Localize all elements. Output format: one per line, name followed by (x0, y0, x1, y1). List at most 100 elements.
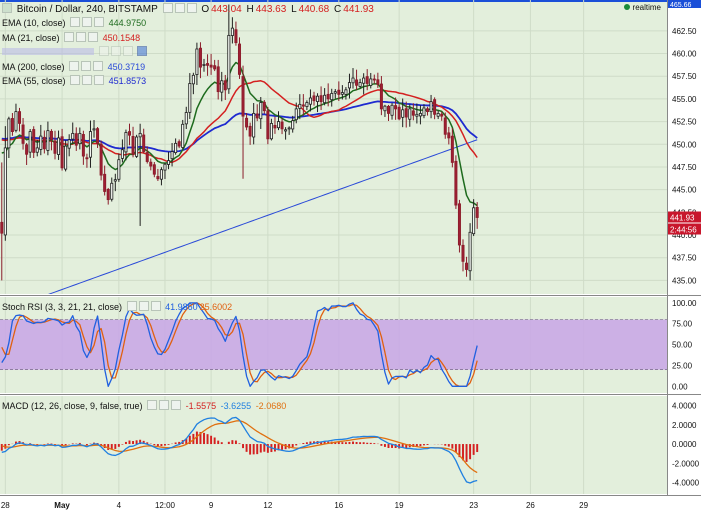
settings-icon[interactable] (81, 61, 92, 71)
candle-body (305, 102, 309, 107)
eye-toggle-icon[interactable] (70, 17, 81, 27)
candle-body (344, 89, 348, 95)
close-icon[interactable] (122, 46, 133, 56)
eye-toggle-icon[interactable] (126, 301, 137, 311)
legend-ma21-value: 450.1548 (102, 33, 141, 43)
eye-toggle-icon[interactable] (69, 61, 80, 71)
candle-body (145, 152, 149, 162)
time-tick-label: 28 (1, 501, 10, 510)
legend-hidden-indicator[interactable] (2, 46, 149, 58)
close-icon[interactable] (186, 3, 197, 13)
candle-body (195, 48, 199, 75)
candle-body (376, 79, 380, 85)
candle-body (404, 108, 408, 118)
ohlc-close-value: 441.93 (343, 4, 374, 15)
candle-body (67, 139, 71, 149)
stoch-rsi-d-value: 25.6002 (199, 302, 233, 312)
candle-body (184, 112, 188, 125)
candle-body (209, 64, 213, 68)
candle-body (57, 137, 61, 155)
candle-body (394, 105, 398, 110)
settings-icon[interactable] (159, 400, 170, 410)
candle-body (227, 34, 231, 90)
macd-line (1, 416, 478, 484)
legend-ma21-name: MA (21, close) (2, 33, 60, 43)
legend-stoch-rsi[interactable]: Stoch RSI (3, 3, 21, 21, close) 41.9860 2… (2, 301, 234, 313)
candle-body (135, 136, 139, 157)
settings-icon[interactable] (76, 32, 87, 42)
rsi-band (0, 319, 667, 370)
time-tick-label: 29 (579, 501, 588, 510)
candle-body (149, 161, 153, 167)
stoch-rsi-name: Stoch RSI (3, 3, 21, 21, close) (2, 302, 123, 312)
candle-body (340, 92, 344, 95)
candle-body (475, 207, 479, 218)
candle-body (88, 131, 92, 158)
candle-body (159, 169, 163, 180)
settings-icon[interactable] (138, 301, 149, 311)
candle-body (379, 83, 383, 110)
candle-body (71, 132, 75, 140)
eye-toggle-icon[interactable] (70, 75, 81, 85)
close-icon[interactable] (88, 32, 99, 42)
candle-body (262, 101, 266, 112)
legend-ema55[interactable]: EMA (55, close) 451.8573 (2, 75, 148, 87)
close-icon[interactable] (93, 61, 104, 71)
settings-icon[interactable] (110, 46, 121, 56)
ohlc-high-key: H (246, 4, 254, 15)
settings-icon[interactable] (82, 75, 93, 85)
price-tick-label: 440.00 (672, 231, 697, 240)
ohlc-open-value: 443.04 (211, 4, 242, 15)
legend-ma200-name: MA (200, close) (2, 62, 65, 72)
legend-ma200[interactable]: MA (200, close) 450.3719 (2, 61, 147, 73)
candle-body (287, 127, 291, 130)
close-icon[interactable] (94, 17, 105, 27)
candle-body (163, 163, 167, 171)
price-tick-label: 457.50 (672, 72, 697, 81)
candle-body (198, 47, 202, 68)
price-axis-bg (667, 0, 701, 512)
close-icon[interactable] (94, 75, 105, 85)
eye-toggle-icon[interactable] (98, 46, 109, 56)
candle-body (319, 95, 323, 103)
rsi-tick-label: 75.00 (672, 320, 693, 329)
legend-ema10[interactable]: EMA (10, close) 444.9750 (2, 17, 148, 29)
stoch-rsi-k-value: 41.9860 (165, 302, 198, 312)
candle-body (422, 107, 426, 117)
settings-icon[interactable] (82, 17, 93, 27)
settings-icon[interactable] (174, 3, 185, 13)
visibility-on-icon[interactable] (137, 46, 148, 56)
candle-body (450, 135, 454, 163)
top-price-badge (668, 0, 701, 8)
candle-body (0, 221, 4, 234)
legend-macd[interactable]: MACD (12, 26, close, 9, false, true) -1.… (2, 400, 288, 412)
symbol-icon[interactable] (2, 3, 12, 13)
close-icon[interactable] (171, 400, 182, 410)
candle-body (397, 106, 401, 120)
candle-body (60, 136, 64, 169)
ohlc-close-key: C (334, 4, 342, 15)
legend-ma21[interactable]: MA (21, close) 450.1548 (2, 32, 142, 44)
candle-body (351, 77, 355, 84)
candle-body (415, 113, 419, 117)
candle-body (269, 123, 273, 140)
candle-body (21, 124, 25, 144)
last-price-badge (668, 211, 701, 223)
candle-body (316, 95, 320, 102)
candle-body (32, 129, 36, 153)
candle-body (28, 131, 32, 153)
candle-body (14, 111, 18, 131)
top-price-label: 465.66 (670, 2, 692, 9)
candle-body (326, 93, 330, 100)
rsi-tick-label: 50.00 (672, 341, 693, 350)
eye-toggle-icon[interactable] (162, 3, 173, 13)
candle-body (131, 136, 135, 155)
eye-toggle-icon[interactable] (64, 32, 75, 42)
candle-body (347, 82, 351, 89)
eye-toggle-icon[interactable] (147, 400, 158, 410)
close-icon[interactable] (150, 301, 161, 311)
candle-body (291, 120, 295, 130)
candle-body (49, 130, 53, 141)
